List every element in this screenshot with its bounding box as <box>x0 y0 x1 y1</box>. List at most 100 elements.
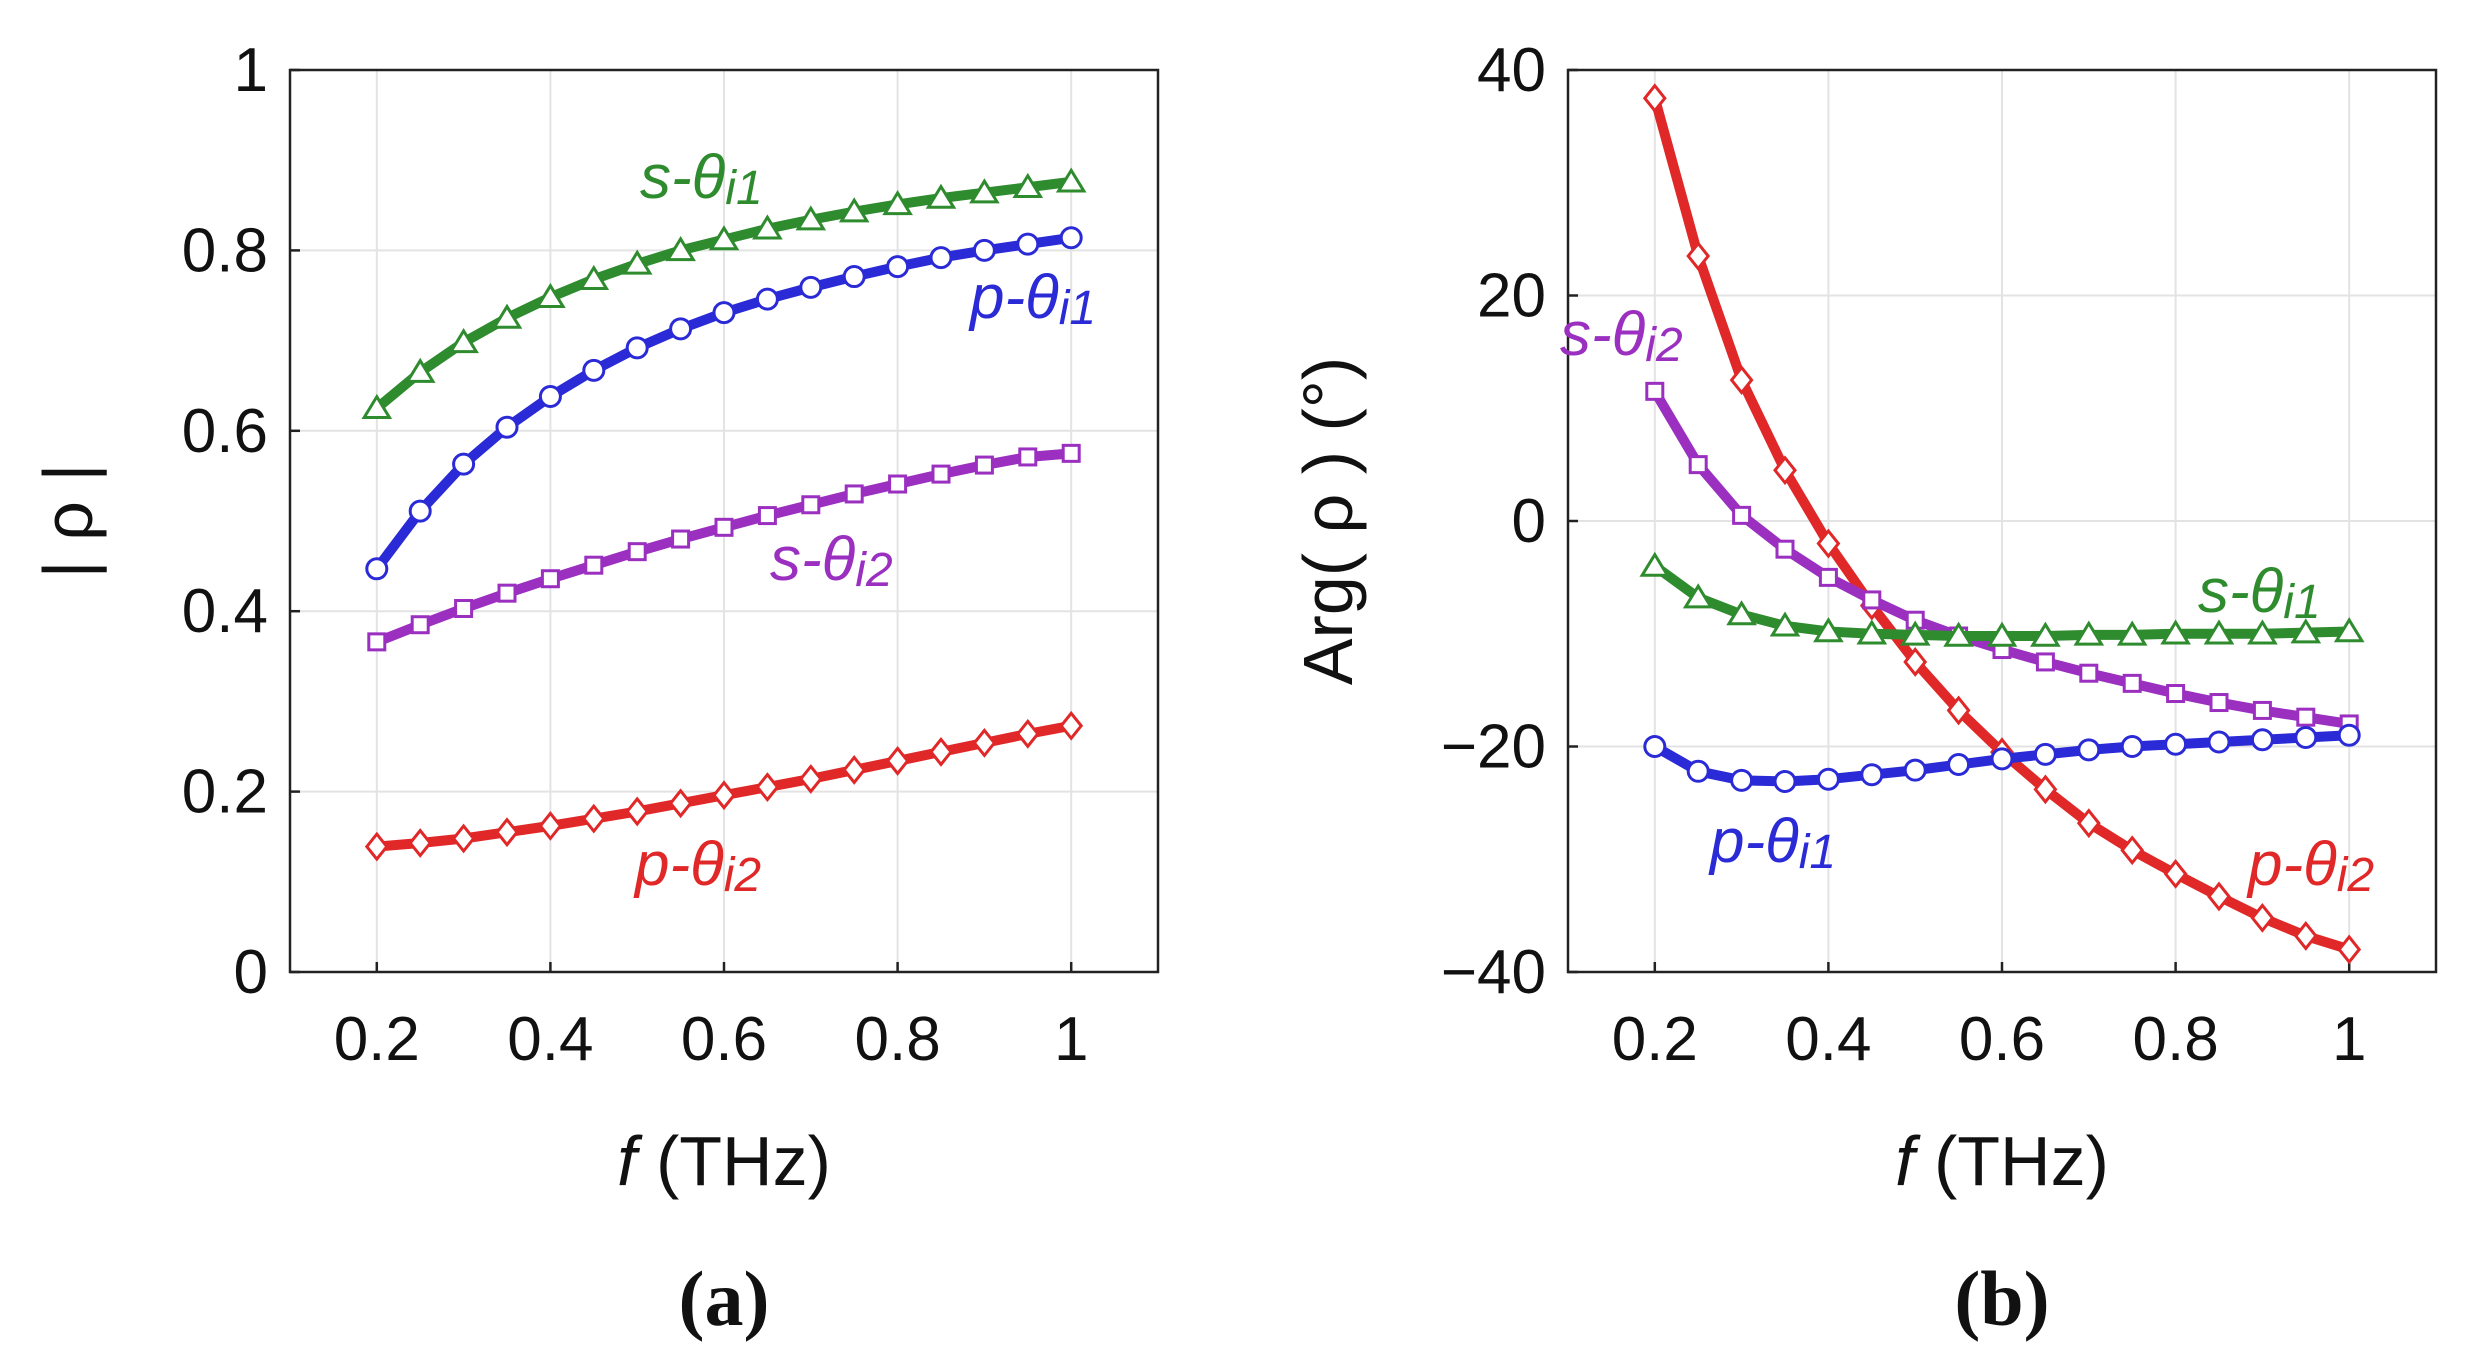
data-point-p-thetai1 <box>1990 747 2014 771</box>
panel-b-chart: 0.2 0.4 0.6 0.8 1−40−2002040p-θi2s-θi2s-θi1p… <box>1289 36 2438 1342</box>
data-point-s-thetai1 <box>535 282 566 309</box>
data-point-s-thetai1 <box>1943 621 1974 647</box>
data-point-s-thetai2 <box>1775 539 1795 559</box>
x-axis-label: f (THz) <box>617 1122 831 1200</box>
y-tick-label: 1 <box>234 36 268 105</box>
x-tick-label: 0.2 <box>1612 1005 1698 1074</box>
data-point-s-thetai1 <box>1639 551 1671 577</box>
data-point-p-thetai2 <box>1642 83 1667 114</box>
data-point-s-thetai1 <box>752 214 783 240</box>
data-point-s-thetai2 <box>1732 505 1752 525</box>
data-point-p-thetai1 <box>1016 232 1040 256</box>
data-point-s-thetai2 <box>1862 590 1882 610</box>
data-point-s-thetai2 <box>931 464 951 484</box>
data-point-p-thetai2 <box>972 727 997 758</box>
x-tick-label: 0.6 <box>681 1005 767 1074</box>
data-point-p-thetai1 <box>2294 725 2318 749</box>
data-point-s-thetai2 <box>888 474 908 494</box>
data-point-s-thetai2 <box>627 542 647 562</box>
data-point-p-thetai1 <box>2250 728 2274 752</box>
data-point-s-thetai1 <box>621 249 653 275</box>
data-point-s-thetai1 <box>925 183 957 209</box>
data-point-p-thetai1 <box>1773 769 1797 793</box>
data-point-s-thetai1 <box>1899 620 1931 646</box>
data-point-s-thetai1 <box>665 236 696 262</box>
data-point-p-thetai2 <box>885 746 910 776</box>
x-tick-label: 0.4 <box>1785 1005 1871 1074</box>
x-tick-label: 0.4 <box>507 1005 593 1074</box>
data-point-p-thetai2 <box>712 780 736 811</box>
data-point-s-thetai1 <box>2247 619 2278 645</box>
data-point-p-thetai2 <box>755 772 780 802</box>
data-point-s-thetai1 <box>2030 621 2061 647</box>
data-point-s-thetai2 <box>1018 447 1038 467</box>
data-point-p-thetai2 <box>1059 710 1084 741</box>
series-label: p-θi1 <box>968 263 1096 335</box>
data-point-p-thetai1 <box>495 415 519 439</box>
data-point-p-thetai2 <box>2120 835 2145 866</box>
data-point-s-thetai1 <box>491 303 523 329</box>
data-point-s-thetai1 <box>2160 619 2191 645</box>
data-point-s-thetai1 <box>404 357 436 383</box>
data-point-s-thetai1 <box>361 393 393 419</box>
data-point-p-thetai1 <box>972 238 996 262</box>
data-point-s-thetai1 <box>969 178 1000 204</box>
series-label-subscript: i1 <box>725 162 762 215</box>
series-label: s-θi1 <box>640 143 763 215</box>
data-point-s-thetai2 <box>2122 673 2142 693</box>
data-point-p-thetai1 <box>712 301 736 325</box>
plot-frame <box>288 68 1160 974</box>
data-point-p-thetai1 <box>1059 226 1083 250</box>
series-label-subscript: i2 <box>855 544 892 597</box>
data-point-s-thetai2 <box>2252 700 2272 720</box>
data-point-p-thetai1 <box>2033 742 2057 766</box>
data-point-s-thetai2 <box>844 484 864 504</box>
y-tick-label: 0.4 <box>182 577 268 646</box>
series-label-main: p-θ <box>633 830 724 899</box>
data-point-s-thetai1 <box>578 264 610 290</box>
data-point-s-thetai1 <box>838 197 870 223</box>
data-point-s-thetai1 <box>1986 621 2018 647</box>
data-point-p-thetai2 <box>625 796 650 827</box>
data-point-s-thetai1 <box>882 190 913 216</box>
data-point-p-thetai2 <box>1903 647 1928 677</box>
data-point-p-thetai1 <box>1730 768 1754 792</box>
data-point-p-thetai2 <box>408 828 433 858</box>
data-point-s-thetai2 <box>410 615 430 635</box>
data-point-p-thetai1 <box>582 358 606 382</box>
data-point-p-thetai2 <box>2163 859 2188 889</box>
data-point-s-thetai1 <box>2203 619 2235 645</box>
x-tick-label: 1 <box>1054 1005 1088 1074</box>
data-point-p-thetai1 <box>842 265 866 289</box>
y-tick-label: 40 <box>1477 36 1546 105</box>
series-label-main: s-θ <box>770 525 856 594</box>
data-point-p-thetai1 <box>799 275 823 299</box>
x-axis-label: f (THz) <box>1895 1122 2109 1200</box>
x-tick-label: 1 <box>2332 1005 2366 1074</box>
series-label-main: s-θ <box>1560 300 1646 369</box>
data-point-s-thetai1 <box>1682 583 1714 609</box>
data-point-s-thetai2 <box>974 455 994 475</box>
data-point-s-thetai2 <box>454 598 474 618</box>
data-point-p-thetai2 <box>1816 528 1841 559</box>
series-label: p-θi1 <box>1708 807 1836 879</box>
data-point-p-thetai1 <box>1816 767 1840 791</box>
data-point-p-thetai2 <box>1015 718 1040 749</box>
data-point-p-thetai1 <box>669 317 693 341</box>
series-label-main: s-θ <box>640 143 726 212</box>
data-point-s-thetai1 <box>1813 617 1844 643</box>
data-point-s-thetai2 <box>540 569 560 589</box>
data-point-s-thetai2 <box>1061 443 1081 463</box>
y-tick-label: 0 <box>234 938 268 1007</box>
data-point-s-thetai2 <box>801 495 821 515</box>
data-point-s-thetai1 <box>2116 620 2148 646</box>
data-point-p-thetai1 <box>1860 763 1884 787</box>
data-point-s-thetai1 <box>2290 618 2322 644</box>
data-point-s-thetai2 <box>1688 455 1708 475</box>
data-point-p-thetai2 <box>451 823 476 854</box>
data-point-s-thetai2 <box>2079 663 2099 683</box>
data-point-p-thetai1 <box>2077 738 2101 762</box>
series-label: s-θi2 <box>770 525 893 597</box>
panel-label: (a) <box>679 1255 770 1342</box>
data-point-s-thetai2 <box>2209 693 2229 713</box>
